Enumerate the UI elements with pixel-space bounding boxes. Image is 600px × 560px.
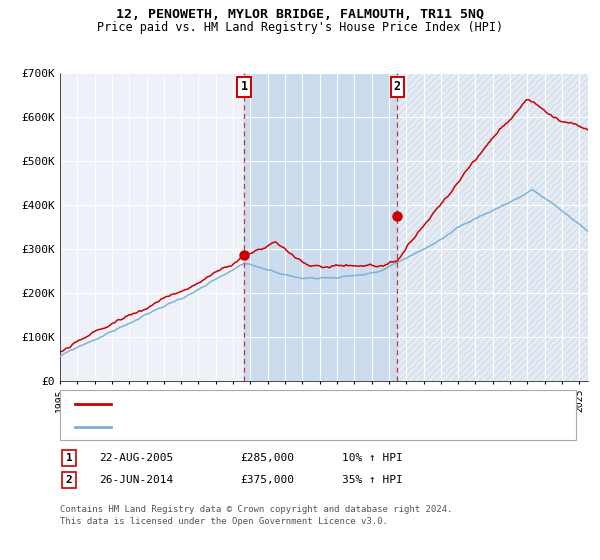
Text: £375,000: £375,000 [240,475,294,485]
Text: 12, PENOWETH, MYLOR BRIDGE, FALMOUTH, TR11 5NQ: 12, PENOWETH, MYLOR BRIDGE, FALMOUTH, TR… [116,8,484,21]
Text: 1: 1 [241,81,248,94]
Text: 22-AUG-2005: 22-AUG-2005 [99,453,173,463]
Text: 2: 2 [394,81,401,94]
Bar [244,73,397,381]
Text: 35% ↑ HPI: 35% ↑ HPI [342,475,403,485]
Text: This data is licensed under the Open Government Licence v3.0.: This data is licensed under the Open Gov… [60,517,388,526]
Text: 1: 1 [65,453,73,463]
Text: 10% ↑ HPI: 10% ↑ HPI [342,453,403,463]
Text: 2: 2 [65,475,73,485]
Bar [397,73,588,381]
Text: 12, PENOWETH, MYLOR BRIDGE, FALMOUTH, TR11 5NQ (detached house): 12, PENOWETH, MYLOR BRIDGE, FALMOUTH, TR… [118,399,512,409]
Text: HPI: Average price, detached house, Cornwall: HPI: Average price, detached house, Corn… [118,422,393,432]
Text: £285,000: £285,000 [240,453,294,463]
Text: Contains HM Land Registry data © Crown copyright and database right 2024.: Contains HM Land Registry data © Crown c… [60,505,452,514]
Text: 26-JUN-2014: 26-JUN-2014 [99,475,173,485]
Text: Price paid vs. HM Land Registry's House Price Index (HPI): Price paid vs. HM Land Registry's House … [97,21,503,34]
